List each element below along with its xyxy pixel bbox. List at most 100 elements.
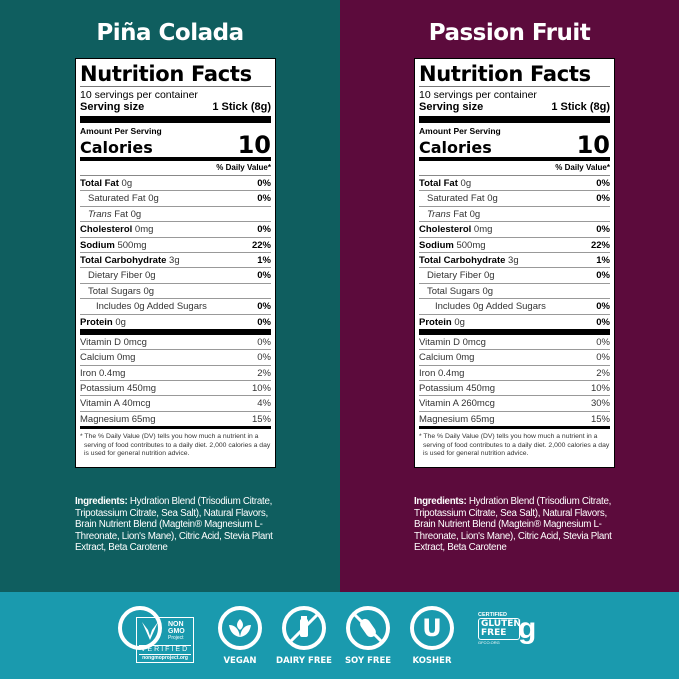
serving-size-row: Serving size 1 Stick (8g) bbox=[80, 101, 271, 114]
nutrient-name: Dietary Fiber bbox=[427, 270, 482, 282]
flavor-title: Piña Colada bbox=[96, 20, 244, 46]
vitamin-name: Iron 0.4mg bbox=[80, 367, 126, 379]
nutrient-dv: 0% bbox=[257, 224, 271, 236]
vitamin-row: Iron 0.4mg 2% bbox=[419, 366, 610, 382]
nutrient-dv: 1% bbox=[257, 254, 271, 266]
vitamin-row: Vitamin D 0mcg 0% bbox=[80, 335, 271, 351]
nutrient-name: Sodium bbox=[419, 239, 454, 251]
nutrient-amount: Fat 0g bbox=[114, 208, 142, 220]
serving-size-value: 1 Stick (8g) bbox=[551, 101, 610, 113]
vitamin-name: Potassium 450mg bbox=[419, 383, 496, 395]
nutrient-name: Protein bbox=[419, 316, 452, 328]
vitamin-row: Vitamin A 40mcg 4% bbox=[80, 396, 271, 412]
nutrient-name: Sodium bbox=[80, 239, 115, 251]
nutrient-name: Protein bbox=[80, 316, 113, 328]
vitamin-dv: 10% bbox=[251, 383, 271, 395]
nutrient-row: Sodium 500mg 22% bbox=[419, 238, 610, 253]
nutrient-amount: 0mg bbox=[473, 224, 493, 236]
soy-free-label: SOY FREE bbox=[344, 656, 392, 666]
nutrient-dv: 1% bbox=[596, 254, 610, 266]
nutrient-row: Cholesterol 0mg 0% bbox=[80, 222, 271, 238]
vitamin-row: Calcium 0mg 0% bbox=[80, 350, 271, 366]
nutrient-name: Dietary Fiber bbox=[88, 270, 143, 282]
nutrient-amount: Fat 0g bbox=[453, 208, 481, 220]
ingredients-text: Hydration Blend (Trisodium Citrate, Trip… bbox=[414, 496, 612, 554]
vegan-icon bbox=[218, 606, 262, 650]
vitamin-dv: 2% bbox=[596, 367, 610, 379]
servings-per-container: 10 servings per container bbox=[80, 89, 198, 101]
vitamin-name: Calcium 0mg bbox=[80, 352, 136, 364]
vitamin-dv: 10% bbox=[590, 383, 610, 395]
vitamin-name: Magnesium 65mg bbox=[80, 413, 156, 425]
kosher-icon: U bbox=[410, 606, 454, 650]
nutrient-dv: 0% bbox=[257, 193, 271, 205]
nutrient-name: Saturated Fat bbox=[88, 193, 146, 205]
nutrient-name: Total Sugars bbox=[427, 285, 480, 297]
calories-row: Calories 10 bbox=[419, 131, 610, 161]
passion-fruit-panel: Passion Fruit Nutrition Facts 10 serving… bbox=[340, 0, 679, 592]
vitamin-name: Magnesium 65mg bbox=[419, 413, 495, 425]
nongmo-text-3: Project bbox=[168, 635, 184, 641]
nutrient-dv: 0% bbox=[596, 193, 610, 205]
calories-label: Calories bbox=[80, 138, 153, 157]
nutrient-row: Saturated Fat 0g 0% bbox=[80, 191, 271, 207]
nutrient-name: Saturated Fat bbox=[427, 193, 485, 205]
vitamin-dv: 15% bbox=[251, 413, 271, 425]
nongmo-text-1: NON bbox=[168, 621, 184, 628]
nutrition-facts-label: Nutrition Facts 10 servings per containe… bbox=[414, 58, 615, 468]
nutrient-amount: 0g bbox=[482, 285, 494, 297]
nutrient-row: Total Fat 0g 0% bbox=[419, 176, 610, 192]
nongmo-text-2: GMO bbox=[168, 628, 185, 635]
vitamin-dv: 2% bbox=[257, 367, 271, 379]
soy-free-icon bbox=[346, 606, 390, 650]
vitamin-dv: 30% bbox=[590, 398, 610, 410]
vitamin-name: Vitamin A 40mcg bbox=[80, 398, 151, 410]
nutrient-name: Cholesterol bbox=[419, 224, 472, 236]
vitamin-dv: 4% bbox=[257, 398, 271, 410]
servings-per-container: 10 servings per container bbox=[419, 89, 537, 101]
label-title: Nutrition Facts bbox=[419, 62, 610, 87]
nutrient-dv: 0% bbox=[596, 178, 610, 189]
ingredients: Ingredients: Hydration Blend (Trisodium … bbox=[414, 496, 614, 554]
nutrient-row: Total Carbohydrate 3g 1% bbox=[419, 253, 610, 269]
nutrient-row: Sodium 500mg 22% bbox=[80, 238, 271, 253]
nutrient-amount: 0g bbox=[115, 316, 126, 328]
nongmo-url: nongmoproject.org bbox=[142, 655, 188, 661]
daily-value-header: % Daily Value* bbox=[80, 161, 271, 176]
nutrient-name: Total Fat bbox=[419, 178, 458, 189]
nutrient-name: Total Carbohydrate bbox=[80, 254, 167, 266]
nutrient-dv: 0% bbox=[596, 301, 610, 313]
nongmo-verified: VERIFIED bbox=[139, 645, 191, 655]
serving-size-label: Serving size bbox=[419, 101, 484, 113]
vitamin-row: Vitamin A 260mcg 30% bbox=[419, 396, 610, 412]
nutrient-name: Includes 0g Added Sugars bbox=[435, 301, 546, 313]
nutrient-amount: 0g bbox=[145, 270, 156, 282]
nutrient-amount: 0g bbox=[121, 178, 133, 189]
nutrient-amount: 0g bbox=[460, 178, 472, 189]
certification-band: NON GMO Project VERIFIED nongmoproject.org… bbox=[0, 592, 679, 679]
nutrient-row: Trans Fat 0g bbox=[80, 207, 271, 223]
vitamin-dv: 15% bbox=[590, 413, 610, 425]
nutrient-dv: 0% bbox=[257, 178, 271, 189]
calories-value: 10 bbox=[576, 131, 610, 159]
nutrient-row: Includes 0g Added Sugars 0% bbox=[419, 299, 610, 315]
kosher-label: KOSHER bbox=[412, 656, 452, 666]
divider bbox=[80, 116, 271, 123]
serving-size-row: Serving size 1 Stick (8g) bbox=[419, 101, 610, 114]
nutrient-row: Total Carbohydrate 3g 1% bbox=[80, 253, 271, 269]
daily-value-header: % Daily Value* bbox=[419, 161, 610, 176]
nutrient-name: Total Fat bbox=[80, 178, 119, 189]
vitamin-row: Magnesium 65mg 15% bbox=[80, 412, 271, 430]
amount-per-serving: Amount Per Serving bbox=[80, 126, 162, 136]
nutrient-row: Total Sugars 0g bbox=[80, 284, 271, 300]
vitamin-dv: 0% bbox=[257, 352, 271, 364]
nutrient-dv: 0% bbox=[257, 316, 271, 328]
nutrient-row: Total Fat 0g 0% bbox=[80, 176, 271, 192]
vitamin-row: Iron 0.4mg 2% bbox=[80, 366, 271, 382]
calories-row: Calories 10 bbox=[80, 133, 271, 161]
nutrient-row: Cholesterol 0mg 0% bbox=[419, 222, 610, 238]
vitamin-name: Potassium 450mg bbox=[80, 383, 157, 395]
serving-size-value: 1 Stick (8g) bbox=[212, 101, 271, 113]
footnote: * The % Daily Value (DV) tells you how m… bbox=[80, 433, 271, 458]
nutrient-row: Protein 0g 0% bbox=[80, 315, 271, 335]
